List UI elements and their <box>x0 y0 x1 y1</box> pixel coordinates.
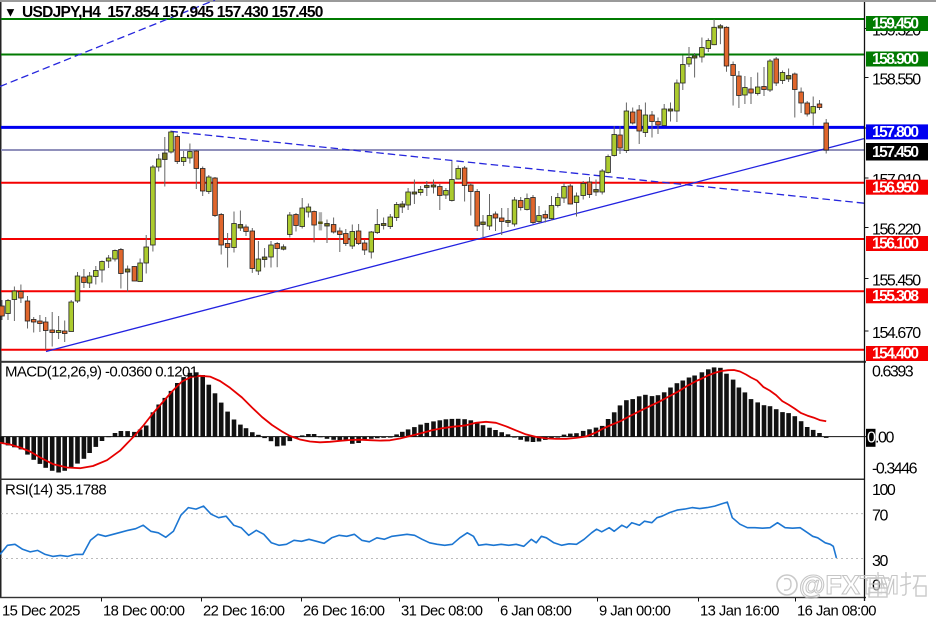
svg-text:154.670: 154.670 <box>872 325 921 342</box>
svg-text:26 Dec 16:00: 26 Dec 16:00 <box>303 604 385 620</box>
svg-text:157.450: 157.450 <box>872 144 918 161</box>
svg-text:▼: ▼ <box>4 5 17 20</box>
svg-text:154.400: 154.400 <box>872 346 918 363</box>
svg-text:-0.3446: -0.3446 <box>872 461 918 478</box>
svg-text:@FXTM: @FXTM <box>799 570 899 600</box>
svg-text:157.800: 157.800 <box>872 124 918 141</box>
svg-text:15 Dec 2025: 15 Dec 2025 <box>2 604 80 620</box>
svg-text:6 Jan 08:00: 6 Jan 08:00 <box>500 604 572 620</box>
svg-text:70: 70 <box>872 508 888 525</box>
svg-text:.00: .00 <box>875 430 894 447</box>
svg-text:156.100: 156.100 <box>872 236 918 253</box>
svg-text:22 Dec 16:00: 22 Dec 16:00 <box>203 604 285 620</box>
svg-text:158.550: 158.550 <box>872 72 921 89</box>
svg-text:9 Jan 00:00: 9 Jan 00:00 <box>599 604 671 620</box>
svg-text:31 Dec 08:00: 31 Dec 08:00 <box>401 604 483 620</box>
svg-text:16 Jan 08:00: 16 Jan 08:00 <box>797 604 876 620</box>
svg-text:0: 0 <box>867 430 876 447</box>
svg-text:MACD(12,26,9) -0.0360 0.1201: MACD(12,26,9) -0.0360 0.1201 <box>5 364 198 381</box>
svg-text:159.450: 159.450 <box>872 16 918 33</box>
svg-text:155.308: 155.308 <box>872 288 919 305</box>
svg-text:155.450: 155.450 <box>872 273 921 290</box>
svg-text:156.220: 156.220 <box>872 222 921 239</box>
svg-text:0: 0 <box>872 578 881 595</box>
svg-text:RSI(14) 35.1788: RSI(14) 35.1788 <box>5 482 106 499</box>
svg-text:30: 30 <box>872 553 888 570</box>
svg-text:0.6393: 0.6393 <box>872 364 914 381</box>
svg-text:13 Jan 16:00: 13 Jan 16:00 <box>700 604 779 620</box>
svg-text:156.950: 156.950 <box>872 179 918 196</box>
svg-text:USDJPY,H4 157.854 157.945 157: USDJPY,H4 157.854 157.945 157.430 157.45… <box>22 4 323 21</box>
svg-text:158.900: 158.900 <box>872 51 918 68</box>
svg-text:18 Dec 00:00: 18 Dec 00:00 <box>103 604 185 620</box>
svg-text:100: 100 <box>872 482 896 499</box>
